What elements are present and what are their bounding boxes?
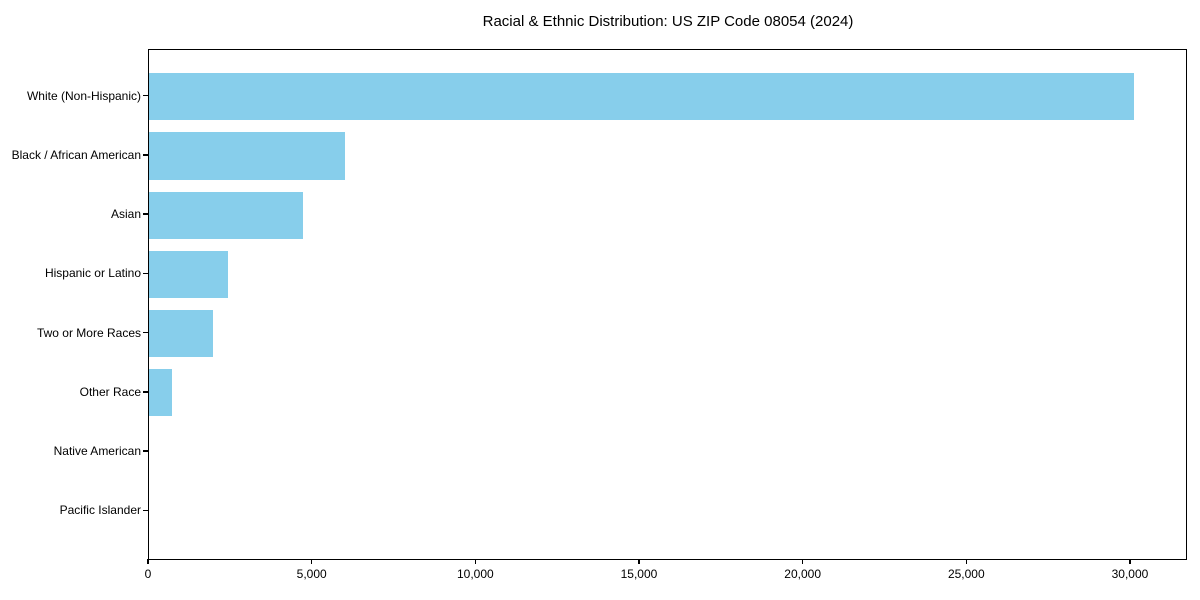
x-tick-label: 10,000: [456, 567, 494, 581]
bar-hispanic-or-latino: [149, 250, 228, 299]
x-tick-mark: [801, 559, 804, 564]
y-tick-mark: [143, 391, 148, 393]
x-tick-label: 15,000: [620, 567, 658, 581]
plot-area: [148, 49, 1187, 560]
bar-two-or-more-races: [149, 309, 213, 358]
y-tick-label: Other Race: [79, 384, 141, 399]
y-tick-label: Pacific Islander: [59, 503, 141, 518]
x-tick-mark: [310, 559, 313, 564]
x-tick-label: 5,000: [296, 567, 327, 581]
y-tick-mark: [143, 213, 148, 215]
x-tick-mark: [474, 559, 477, 564]
y-tick-label: White (Non-Hispanic): [26, 88, 141, 103]
y-tick-mark: [143, 272, 148, 275]
y-tick-label: Hispanic or Latino: [44, 266, 141, 281]
x-tick-mark: [147, 559, 149, 564]
x-tick-mark: [965, 559, 968, 564]
y-tick-label: Two or More Races: [36, 325, 141, 340]
y-tick-label: Asian: [110, 207, 141, 222]
bar-asian: [149, 191, 303, 239]
y-tick-mark: [143, 331, 148, 334]
bar-other-race: [149, 369, 172, 417]
x-tick-mark: [638, 559, 640, 564]
y-tick-label: Native American: [53, 444, 141, 459]
y-tick-mark: [143, 95, 148, 97]
x-tick-label: 20,000: [784, 567, 821, 581]
y-tick-mark: [143, 154, 148, 156]
chart-title: Racial & Ethnic Distribution: US ZIP Cod…: [482, 13, 854, 30]
x-tick-mark: [1129, 559, 1131, 564]
x-tick-label: 30,000: [1111, 567, 1149, 581]
bar-black-african-american: [149, 132, 346, 180]
y-tick-mark: [143, 450, 148, 452]
x-tick-label: 0: [144, 567, 152, 581]
x-tick-label: 25,000: [947, 567, 985, 581]
bar-white-non-hispanic: [149, 73, 1135, 121]
y-tick-label: Black / African American: [11, 147, 141, 162]
y-tick-mark: [143, 509, 148, 511]
